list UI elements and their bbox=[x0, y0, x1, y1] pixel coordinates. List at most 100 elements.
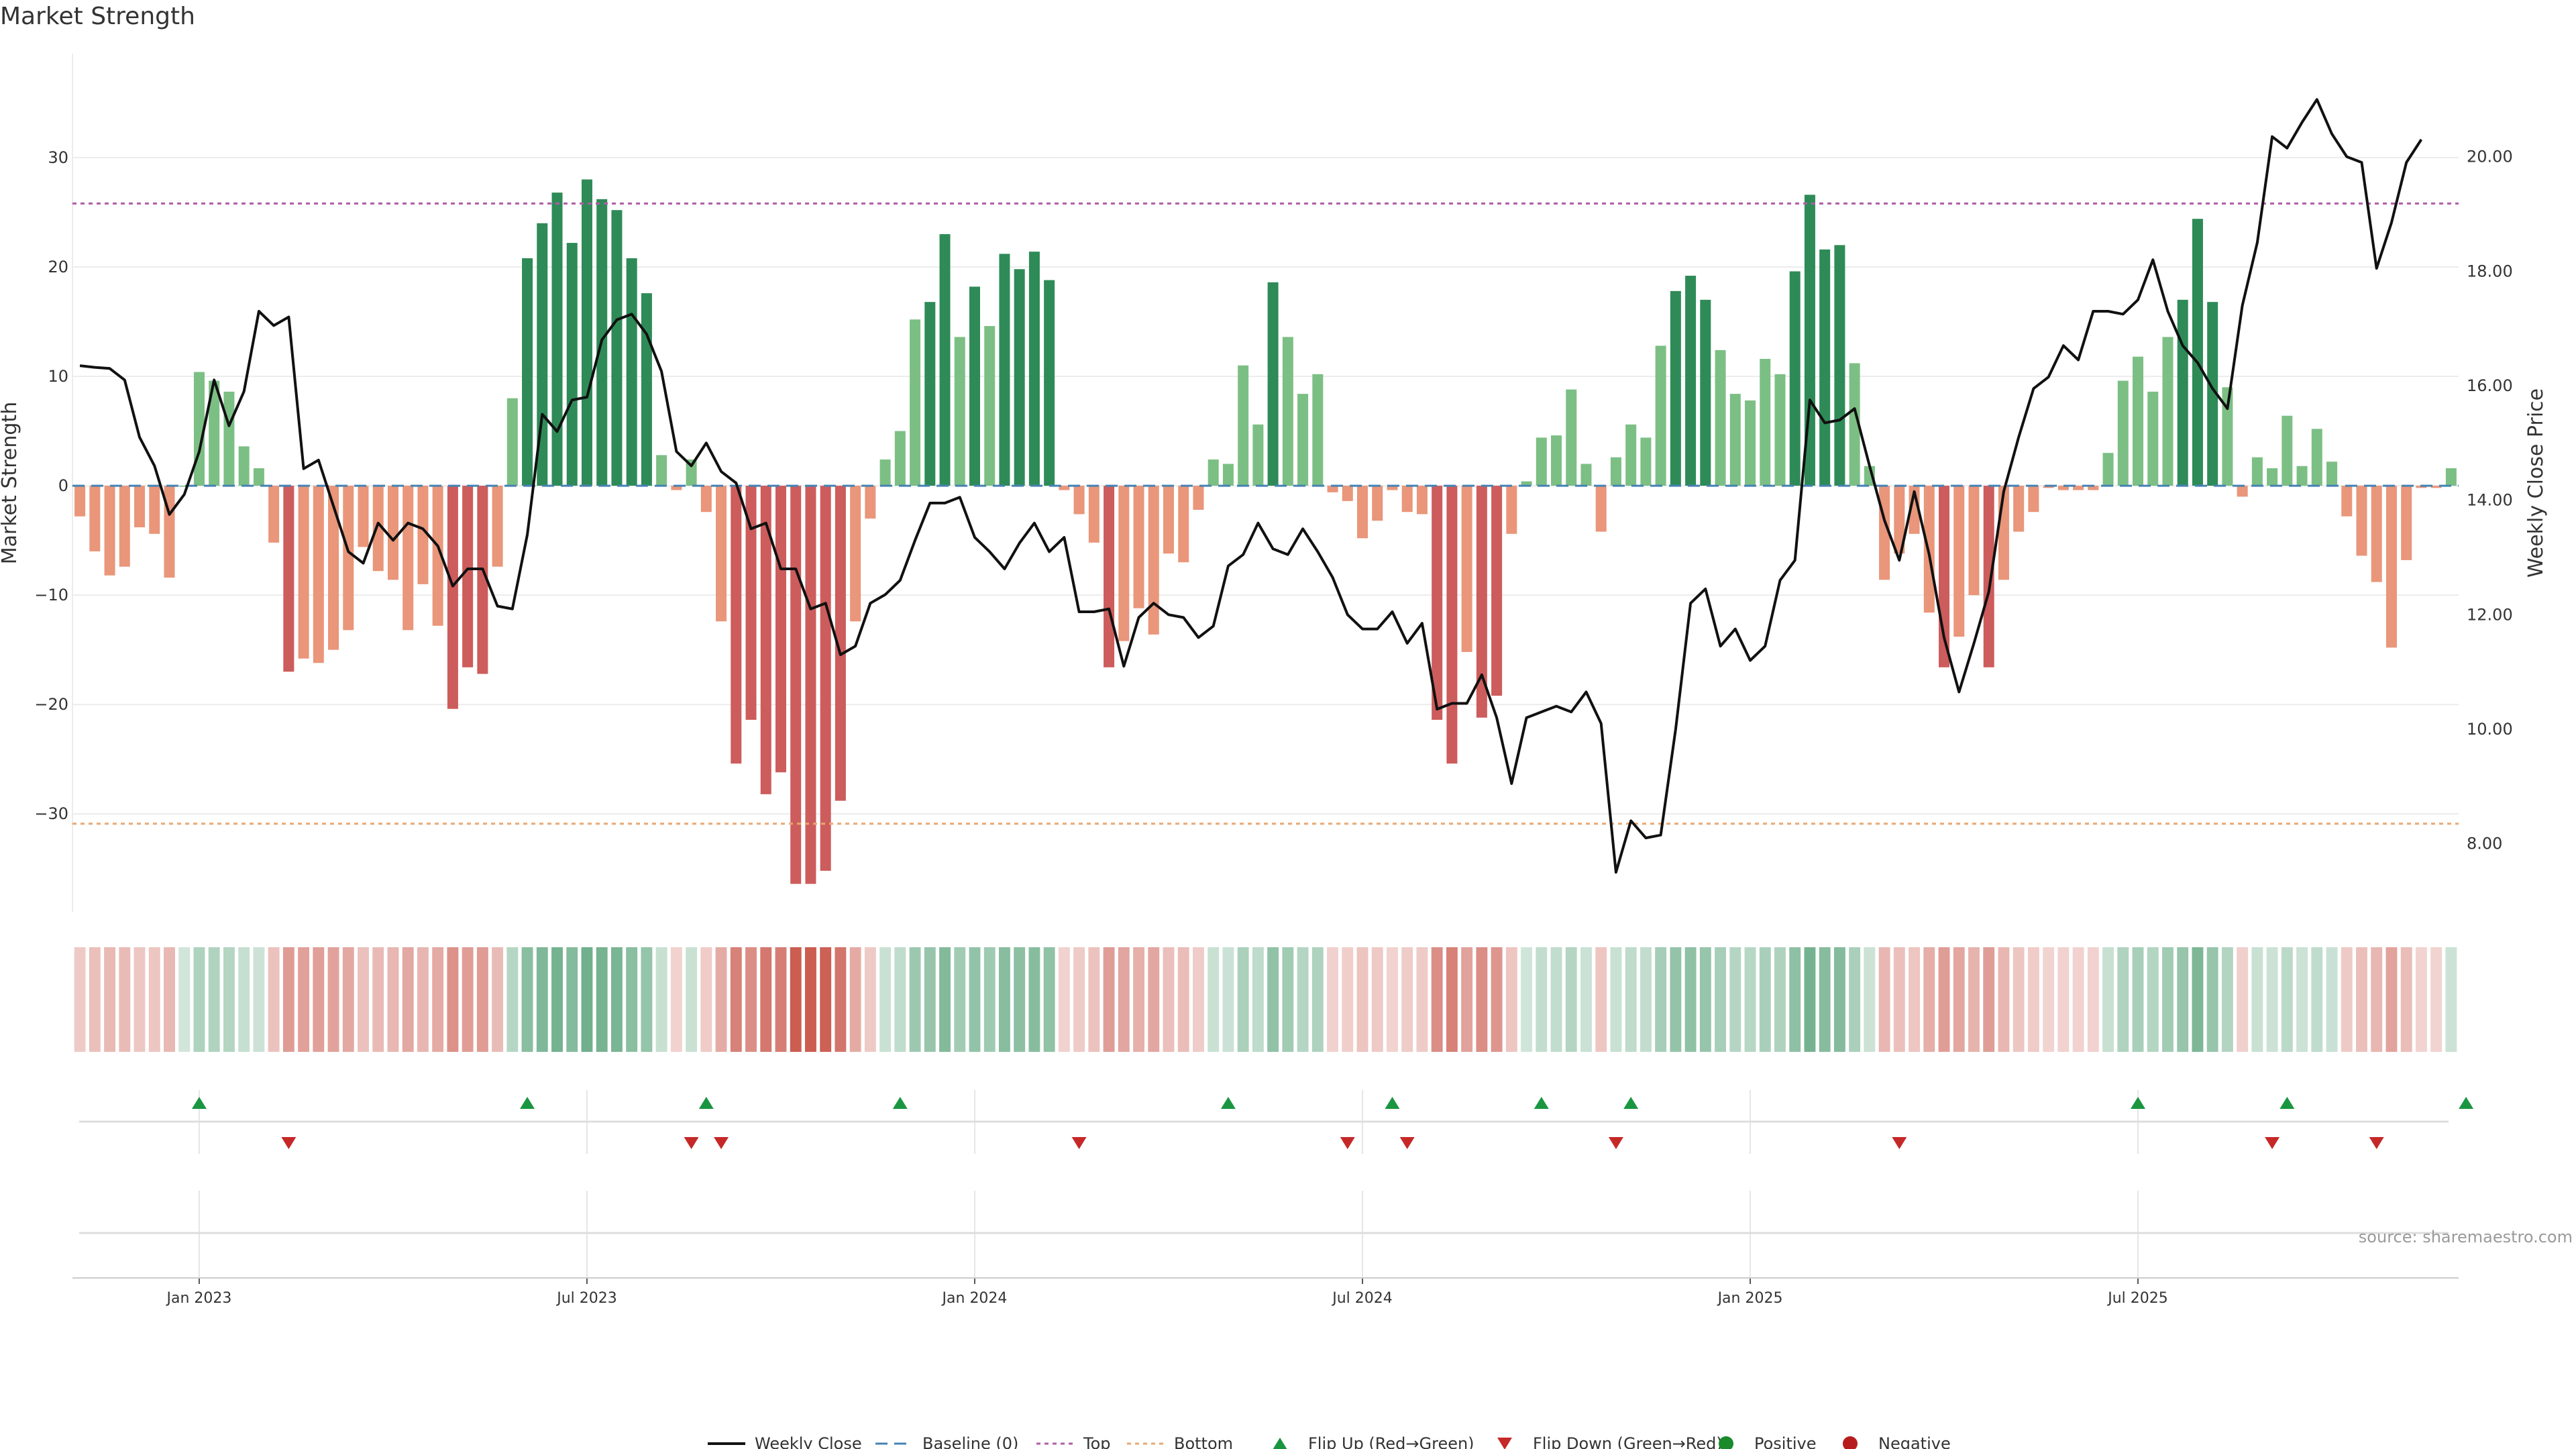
heat-strip-cell bbox=[566, 947, 578, 1052]
strength-bar bbox=[1774, 374, 1786, 486]
heat-strip-cell bbox=[2281, 947, 2293, 1052]
strength-bar bbox=[1028, 252, 1040, 486]
flip-down-marker bbox=[2369, 1137, 2384, 1149]
heat-strip-cell bbox=[864, 947, 876, 1052]
heat-strip-cell bbox=[626, 947, 638, 1052]
strength-bar bbox=[2251, 457, 2263, 486]
strength-bar bbox=[1059, 486, 1070, 490]
left-axis-title: Market Strength bbox=[0, 402, 21, 564]
strength-bar bbox=[2416, 486, 2427, 488]
heat-strip-cell bbox=[1610, 947, 1622, 1052]
heat-strip-cell bbox=[178, 947, 191, 1052]
strength-bar bbox=[1804, 195, 1815, 486]
heat-strip-cell bbox=[2251, 947, 2263, 1052]
heat-strip-cell bbox=[983, 947, 996, 1052]
heat-strip-cell bbox=[1595, 947, 1607, 1052]
strength-bar bbox=[2073, 486, 2084, 490]
strength-bar bbox=[178, 486, 190, 487]
heat-strip-cell bbox=[969, 947, 981, 1052]
strength-bar bbox=[2311, 429, 2322, 486]
heat-strip-cell bbox=[1968, 947, 1980, 1052]
strength-bar bbox=[611, 210, 623, 486]
right-axis-title: Weekly Close Price bbox=[2524, 388, 2548, 578]
strength-bar bbox=[1238, 365, 1249, 486]
strength-bar bbox=[74, 486, 86, 517]
heat-strip-cell bbox=[432, 947, 444, 1052]
strength-bar bbox=[2057, 486, 2069, 490]
heat-strip-cell bbox=[924, 947, 936, 1052]
heat-strip-cell bbox=[1699, 947, 1711, 1052]
heat-strip-cell bbox=[1118, 947, 1130, 1052]
heat-strip-cell bbox=[641, 947, 653, 1052]
heat-strip-cell bbox=[2296, 947, 2308, 1052]
strength-bar bbox=[2088, 486, 2099, 490]
strength-bar bbox=[2237, 486, 2248, 497]
heat-strip-cell bbox=[1208, 947, 1220, 1052]
strength-bar bbox=[283, 486, 294, 672]
heat-strip-cell bbox=[253, 947, 265, 1052]
flip-down-marker bbox=[1071, 1137, 1087, 1149]
source-label: source: sharemaestro.com bbox=[2359, 1228, 2573, 1246]
heat-strip-cell bbox=[2177, 947, 2189, 1052]
heat-strip-cell bbox=[387, 947, 399, 1052]
heat-strip-cell bbox=[1148, 947, 1160, 1052]
flip-up-marker bbox=[698, 1097, 714, 1109]
strength-bar bbox=[2326, 462, 2338, 486]
strength-bar bbox=[1595, 486, 1607, 532]
x-tick-label: Jan 2025 bbox=[1717, 1290, 1783, 1307]
heat-strip-cell bbox=[2132, 947, 2144, 1052]
heat-strip-cell bbox=[1833, 947, 1845, 1052]
heat-strip-cell bbox=[74, 947, 86, 1052]
strength-bar bbox=[1342, 486, 1353, 501]
heat-strip-cell bbox=[119, 947, 131, 1052]
heat-strip-cell bbox=[1014, 947, 1026, 1052]
legend-label: Positive bbox=[1754, 1434, 1817, 1449]
heat-strip-cell bbox=[1893, 947, 1905, 1052]
heat-strip-cell bbox=[1297, 947, 1309, 1052]
heat-strip-cell bbox=[462, 947, 474, 1052]
strength-bar bbox=[1849, 363, 1860, 486]
strength-bar bbox=[1968, 486, 1980, 596]
strength-bar bbox=[1700, 299, 1711, 486]
strength-bar bbox=[268, 486, 280, 543]
strength-bar bbox=[954, 337, 965, 486]
heat-strip-cell bbox=[164, 947, 175, 1052]
heat-strip-cell bbox=[1953, 947, 1965, 1052]
strength-bar bbox=[253, 468, 264, 486]
legend-flip-down-swatch bbox=[1497, 1438, 1512, 1449]
heat-strip-cell bbox=[2237, 947, 2249, 1052]
flip-up-marker bbox=[1385, 1097, 1400, 1109]
flip-up-marker bbox=[1534, 1097, 1549, 1109]
strength-bar bbox=[1133, 486, 1144, 608]
strength-bar bbox=[2296, 466, 2308, 486]
heat-strip-cell bbox=[835, 947, 847, 1052]
heat-strip-cell bbox=[2356, 947, 2367, 1052]
strength-bar bbox=[209, 380, 220, 486]
legend-label: Flip Up (Red→Green) bbox=[1308, 1434, 1474, 1449]
heat-strip-cell bbox=[1536, 947, 1548, 1052]
heat-strip-cell bbox=[1491, 947, 1503, 1052]
heat-strip-cell bbox=[1819, 947, 1831, 1052]
heat-strip-cell bbox=[417, 947, 429, 1052]
flip-down-marker bbox=[1340, 1137, 1355, 1149]
left-tick-label: 10 bbox=[48, 367, 68, 386]
left-tick-label: −10 bbox=[34, 586, 68, 604]
heat-strip-cell bbox=[1998, 947, 2010, 1052]
strength-bar bbox=[551, 193, 563, 486]
strength-bar bbox=[417, 486, 429, 584]
heat-strip-cell bbox=[2221, 947, 2233, 1052]
heat-strip-cell bbox=[1923, 947, 1935, 1052]
strength-bar bbox=[1044, 280, 1055, 486]
strength-bar bbox=[775, 486, 786, 773]
strength-bar bbox=[2385, 486, 2397, 648]
strength-bar bbox=[1789, 271, 1801, 486]
flip-up-marker bbox=[1220, 1097, 1236, 1109]
strength-bar bbox=[2401, 486, 2412, 560]
heat-strip-cell bbox=[2027, 947, 2039, 1052]
strength-bar bbox=[2282, 415, 2293, 486]
heat-strip-cell bbox=[1670, 947, 1682, 1052]
strength-bar bbox=[731, 486, 742, 764]
strength-bar bbox=[1178, 486, 1189, 563]
strength-bar bbox=[2133, 356, 2144, 486]
legend-positive-swatch bbox=[1719, 1436, 1733, 1449]
